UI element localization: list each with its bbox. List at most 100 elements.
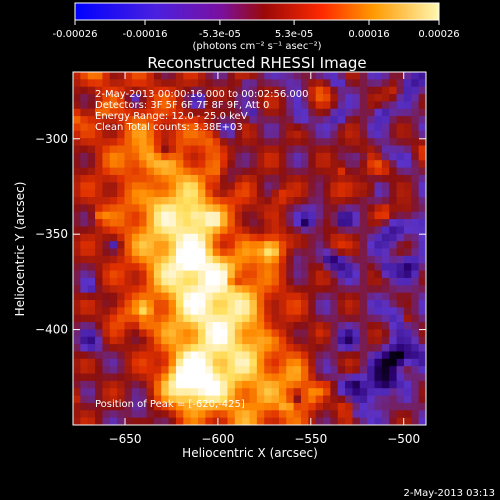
heatmap-cell bbox=[168, 417, 177, 425]
heatmap-cell bbox=[286, 270, 295, 279]
heatmap-cell bbox=[117, 299, 126, 308]
heatmap-cell bbox=[300, 86, 309, 95]
heatmap-cell bbox=[220, 241, 229, 250]
heatmap-cell bbox=[131, 292, 140, 301]
heatmap-cell bbox=[87, 351, 96, 360]
heatmap-cell bbox=[271, 314, 280, 323]
heatmap-cell bbox=[308, 138, 317, 147]
heatmap-cell bbox=[87, 373, 96, 382]
heatmap-cell bbox=[418, 182, 426, 191]
heatmap-cell bbox=[359, 204, 368, 213]
heatmap-cell bbox=[352, 145, 361, 154]
heatmap-cell bbox=[153, 351, 162, 360]
heatmap-cell bbox=[411, 94, 420, 103]
heatmap-cell bbox=[168, 197, 177, 205]
heatmap-cell bbox=[352, 314, 361, 323]
heatmap-cell bbox=[286, 219, 295, 228]
heatmap-cell bbox=[73, 226, 81, 235]
heatmap-cell bbox=[337, 197, 346, 205]
x-tick-label: −600 bbox=[201, 432, 234, 446]
heatmap-cell bbox=[286, 248, 295, 257]
heatmap-cell bbox=[367, 160, 376, 169]
heatmap-cell bbox=[109, 380, 118, 389]
heatmap-cell bbox=[278, 248, 287, 257]
heatmap-cell bbox=[131, 241, 140, 250]
heatmap-cell bbox=[315, 314, 324, 323]
heatmap-cell bbox=[396, 336, 405, 345]
heatmap-cell bbox=[109, 336, 118, 345]
heatmap-cell bbox=[352, 130, 361, 139]
heatmap-cell bbox=[227, 366, 236, 375]
colorbar-strip bbox=[74, 2, 440, 21]
heatmap-cell bbox=[87, 299, 96, 308]
heatmap-cell bbox=[131, 72, 140, 80]
heatmap-cell bbox=[80, 152, 89, 161]
heatmap-cell bbox=[359, 233, 368, 242]
colorbar-tick-label: 0.00026 bbox=[418, 29, 459, 40]
heatmap-cell bbox=[124, 138, 133, 147]
heatmap-cell bbox=[198, 211, 206, 220]
heatmap-cell bbox=[168, 182, 177, 191]
heatmap-cell bbox=[403, 197, 412, 205]
heatmap-cell bbox=[271, 255, 280, 264]
heatmap-cell bbox=[367, 182, 376, 191]
heatmap-cell bbox=[146, 255, 155, 264]
heatmap-cell bbox=[153, 79, 162, 88]
heatmap-cell bbox=[146, 204, 155, 213]
heatmap-cell bbox=[73, 130, 81, 139]
heatmap-cell bbox=[139, 130, 148, 139]
heatmap-cell bbox=[139, 145, 148, 154]
heatmap-cell bbox=[286, 285, 295, 294]
heatmap-cell bbox=[256, 285, 265, 294]
heatmap-cell bbox=[175, 366, 184, 375]
heatmap-cell bbox=[198, 233, 206, 242]
heatmap-cell bbox=[323, 72, 331, 80]
heatmap-cell bbox=[330, 72, 339, 80]
heatmap-cell bbox=[198, 248, 206, 257]
heatmap-cell bbox=[227, 138, 236, 147]
heatmap-cell bbox=[271, 307, 280, 316]
heatmap-cell bbox=[109, 358, 118, 367]
heatmap-cell bbox=[389, 226, 398, 235]
heatmap-cell bbox=[102, 197, 111, 205]
heatmap-cell bbox=[124, 344, 133, 353]
heatmap-cell bbox=[73, 219, 81, 228]
heatmap-cell bbox=[190, 145, 199, 154]
heatmap-cell bbox=[168, 108, 177, 117]
heatmap-cell bbox=[381, 116, 390, 125]
heatmap-cell bbox=[139, 174, 148, 183]
heatmap-cell bbox=[323, 410, 331, 419]
heatmap-cell bbox=[73, 380, 81, 389]
heatmap-cell bbox=[73, 322, 81, 330]
heatmap-cell bbox=[242, 219, 251, 228]
heatmap-cell bbox=[220, 219, 229, 228]
heatmap-cell bbox=[337, 219, 346, 228]
heatmap-cell bbox=[337, 285, 346, 294]
heatmap-cell bbox=[293, 189, 302, 198]
heatmap-cell bbox=[367, 233, 376, 242]
heatmap-cell bbox=[153, 94, 162, 103]
heatmap-cell bbox=[367, 138, 376, 147]
heatmap-cell bbox=[330, 233, 339, 242]
heatmap-cell bbox=[256, 255, 265, 264]
heatmap-cell bbox=[153, 270, 162, 279]
heatmap-cell bbox=[175, 145, 184, 154]
heatmap-cell bbox=[131, 219, 140, 228]
heatmap-cell bbox=[300, 285, 309, 294]
heatmap-cell bbox=[117, 358, 126, 367]
heatmap-cell bbox=[403, 366, 412, 375]
heatmap-cell bbox=[300, 248, 309, 257]
heatmap-cell bbox=[389, 366, 398, 375]
heatmap-cell bbox=[205, 94, 214, 103]
heatmap-cell bbox=[102, 402, 111, 411]
heatmap-cell bbox=[198, 255, 206, 264]
heatmap-cell bbox=[198, 263, 206, 272]
heatmap-cell bbox=[242, 336, 251, 345]
heatmap-cell bbox=[139, 380, 148, 389]
heatmap-cell bbox=[234, 116, 243, 125]
heatmap-cell bbox=[374, 116, 383, 125]
heatmap-cell bbox=[249, 292, 258, 301]
heatmap-cell bbox=[183, 79, 192, 88]
heatmap-cell bbox=[418, 204, 426, 213]
heatmap-cell bbox=[205, 211, 214, 220]
